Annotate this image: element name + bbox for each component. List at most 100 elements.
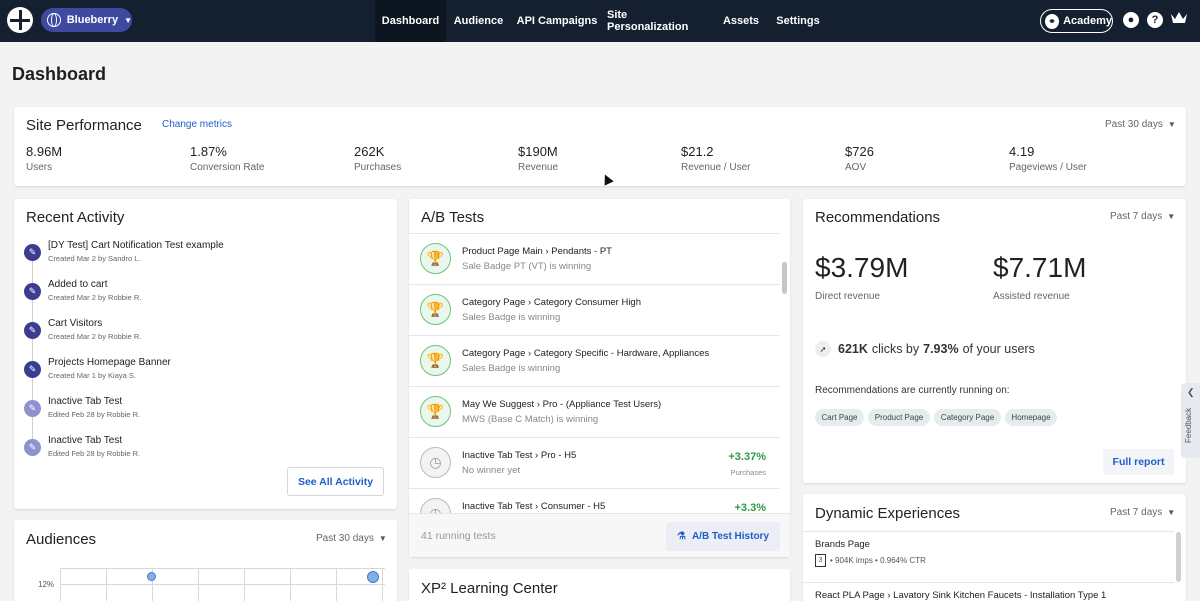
- tab-site-personalization[interactable]: Site Personalization: [607, 9, 689, 33]
- metric-label: Conversion Rate: [190, 162, 265, 173]
- grid-line: [60, 568, 385, 569]
- metric-value: $726: [845, 144, 874, 159]
- clicks-text: clicks by: [871, 342, 920, 356]
- metric-value: 4.19: [1009, 144, 1035, 159]
- feedback-label: Feedback: [1184, 407, 1193, 443]
- page-pill[interactable]: Homepage: [1005, 409, 1057, 426]
- user-icon[interactable]: ●: [1123, 12, 1139, 28]
- activity-sub: Created Mar 1 by Kiaya S.: [48, 371, 136, 380]
- logo-icon[interactable]: [7, 7, 33, 33]
- metric-purchases: 262K Purchases: [354, 144, 401, 173]
- direct-revenue-value: $3.79M: [815, 252, 909, 283]
- ab-test-status: Sales Badge is winning: [462, 312, 561, 323]
- dynamic-row[interactable]: [803, 531, 1174, 583]
- period-label: Past 30 days: [316, 533, 374, 544]
- ab-test-title: Category Page › Category Specific - Hard…: [462, 348, 710, 359]
- grid-line: [336, 568, 337, 601]
- page-pill[interactable]: Product Page: [868, 409, 930, 426]
- edit-icon: ✎: [24, 322, 41, 339]
- metric-value: $190M: [518, 144, 558, 159]
- tab-settings[interactable]: Settings: [776, 15, 820, 27]
- academy-label: Academy: [1063, 15, 1112, 27]
- chevron-down-icon: ▼: [1167, 212, 1176, 221]
- recommendations-period[interactable]: Past 7 days ▼: [1110, 211, 1175, 222]
- period-label: Past 7 days: [1110, 211, 1163, 222]
- academy-button[interactable]: ⚭ Academy: [1040, 9, 1113, 33]
- ab-test-row[interactable]: 🏆 Product Page Main › Pendants - PT Sale B…: [409, 233, 780, 284]
- ab-test-row[interactable]: 🏆 Category Page › Category Consumer High S…: [409, 284, 780, 335]
- learning-center-card: [409, 569, 790, 601]
- variation-count: 3: [815, 554, 826, 567]
- activity-item[interactable]: ✎ Inactive Tab Test Edited Feb 28 by Robbi…: [24, 396, 384, 426]
- metric-aov: $726 AOV: [845, 144, 874, 173]
- activity-item[interactable]: ✎ [DY Test] Cart Notification Test exampl…: [24, 240, 384, 270]
- ab-test-row[interactable]: 🏆 May We Suggest › Pro - (Appliance Test …: [409, 386, 780, 437]
- site-selector[interactable]: Blueberry ▼: [41, 8, 132, 32]
- trophy-icon: 🏆: [420, 243, 451, 274]
- full-report-button[interactable]: Full report: [1103, 449, 1174, 475]
- edit-icon: ✎: [24, 283, 41, 300]
- change-metrics-link[interactable]: Change metrics: [162, 119, 233, 130]
- dynamic-row-title[interactable]: React PLA Page › Lavatory Sink Kitchen F…: [815, 590, 1107, 601]
- tab-dashboard[interactable]: Dashboard: [375, 0, 446, 42]
- edit-icon: ✎: [24, 400, 41, 417]
- y-tick-label: 12%: [38, 580, 55, 589]
- tab-api-campaigns[interactable]: API Campaigns: [516, 15, 598, 27]
- activity-item[interactable]: ✎ Cart Visitors Created Mar 2 by Robbie R.: [24, 318, 384, 348]
- ab-test-history-button[interactable]: ⚗ A/B Test History: [666, 522, 780, 551]
- audiences-title: Audiences: [26, 531, 97, 548]
- audiences-period[interactable]: Past 30 days ▼: [316, 533, 387, 544]
- audiences-card: [14, 520, 397, 601]
- site-performance-period[interactable]: Past 30 days ▼: [1105, 119, 1176, 130]
- metric-users: 8.96M Users: [26, 144, 62, 173]
- help-icon[interactable]: ?: [1147, 12, 1163, 28]
- see-all-activity-button[interactable]: See All Activity: [287, 467, 384, 496]
- tab-assets[interactable]: Assets: [722, 15, 760, 27]
- activity-title: [DY Test] Cart Notification Test example: [48, 240, 224, 251]
- metric-label: Pageviews / User: [1009, 162, 1087, 173]
- dynamic-row-title: Brands Page: [815, 539, 870, 550]
- page-pill[interactable]: Category Page: [934, 409, 1001, 426]
- tab-audience[interactable]: Audience: [453, 15, 504, 27]
- activity-item[interactable]: ✎ Added to cart Created Mar 2 by Robbie R.: [24, 279, 384, 309]
- metric-value: 1.87%: [190, 144, 227, 159]
- ab-test-title: Product Page Main › Pendants - PT: [462, 246, 612, 257]
- dynamic-scrollbar[interactable]: [1176, 532, 1181, 582]
- ab-tests-scrollbar[interactable]: [782, 262, 787, 294]
- grid-line: [382, 568, 383, 601]
- audience-point[interactable]: [367, 571, 379, 583]
- globe-icon: [47, 13, 61, 27]
- ab-test-status: Sales Badge is winning: [462, 363, 561, 374]
- edit-icon: ✎: [24, 244, 41, 261]
- ab-test-row[interactable]: ◷ Inactive Tab Test › Consumer - H5 +3.3%: [409, 488, 780, 513]
- ab-test-title: May We Suggest › Pro - (Appliance Test U…: [462, 399, 662, 410]
- crown-icon[interactable]: [1170, 10, 1188, 26]
- chevron-down-icon: ▼: [124, 15, 132, 25]
- ab-test-row[interactable]: ◷ Inactive Tab Test › Pro - H5 No winner y…: [409, 437, 780, 488]
- site-performance-card: [14, 107, 1186, 186]
- site-performance-title: Site Performance: [26, 117, 142, 134]
- assisted-revenue-value: $7.71M: [993, 252, 1087, 283]
- recommendations-title: Recommendations: [815, 209, 941, 226]
- dynamic-period[interactable]: Past 7 days ▼: [1110, 507, 1175, 518]
- page-title: Dashboard: [12, 64, 107, 84]
- ab-test-row[interactable]: 🏆 Category Page › Category Specific - Har…: [409, 335, 780, 386]
- activity-item[interactable]: ✎ Projects Homepage Banner Created Mar 1 b…: [24, 357, 384, 387]
- page-pill[interactable]: Cart Page: [815, 409, 864, 426]
- feedback-tab[interactable]: ❮ Feedback: [1181, 383, 1200, 458]
- click-icon: ➚: [815, 341, 831, 357]
- uplift-value: +3.37%: [728, 451, 766, 463]
- top-nav: Blueberry ▼ Dashboard Audience API Campa…: [0, 0, 1200, 42]
- direct-revenue-label: Direct revenue: [815, 291, 881, 302]
- activity-sub: Edited Feb 28 by Robbie R.: [48, 410, 141, 419]
- activity-title: Inactive Tab Test: [48, 435, 123, 446]
- activity-item[interactable]: ✎ Inactive Tab Test Edited Feb 28 by Robbi…: [24, 435, 384, 465]
- grid-line: [60, 568, 61, 601]
- metric-revenue: $190M Revenue: [518, 144, 558, 173]
- metric-conversion-rate: 1.87% Conversion Rate: [190, 144, 264, 173]
- activity-title: Projects Homepage Banner: [48, 357, 171, 368]
- running-tests-count: 41 running tests: [421, 530, 496, 542]
- audience-point[interactable]: [147, 572, 156, 581]
- grid-line: [290, 568, 291, 601]
- metric-label: Users: [26, 162, 53, 173]
